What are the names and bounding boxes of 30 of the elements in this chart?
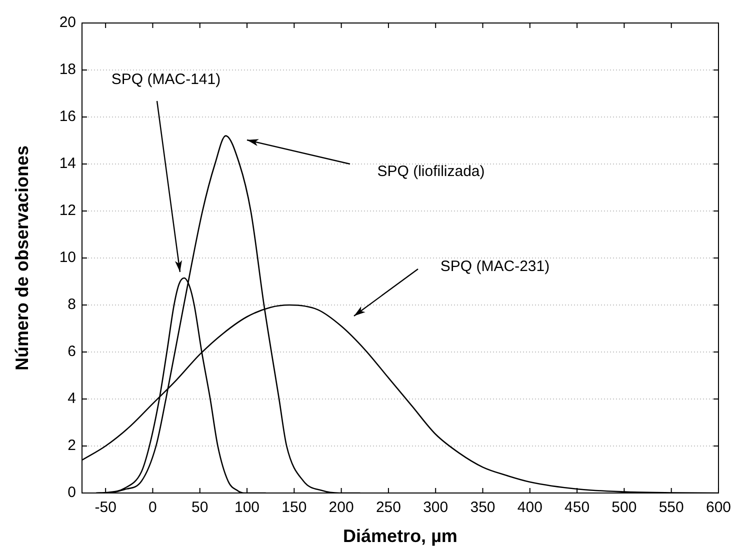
- x-tick-label: 300: [423, 499, 448, 516]
- x-tick-label: 400: [517, 499, 542, 516]
- y-axis-title: Número de observaciones: [12, 145, 32, 371]
- annotation: SPQ (liofilizada): [377, 163, 485, 180]
- y-tick-label: 4: [68, 390, 76, 408]
- y-tick-label: 8: [68, 296, 76, 314]
- y-tick-label: 14: [59, 155, 76, 172]
- y-tick-label: 2: [68, 437, 76, 454]
- x-tick-label: 50: [192, 499, 208, 516]
- y-tick-label: 20: [59, 14, 76, 32]
- x-tick-label: 600: [706, 499, 731, 516]
- y-tick-label: 12: [59, 202, 76, 220]
- y-tick-label: 18: [59, 61, 76, 78]
- x-axis-title: Diámetro, µm: [343, 526, 458, 546]
- x-tick-label: 550: [658, 499, 684, 516]
- annotation: SPQ (MAC-141): [111, 71, 221, 88]
- y-tick-label: 16: [59, 108, 76, 126]
- y-tick-label: 10: [59, 249, 76, 266]
- x-tick-label: 250: [376, 499, 401, 516]
- x-tick-label: 350: [470, 499, 496, 516]
- y-tick-label: 0: [68, 484, 76, 502]
- x-tick-label: 100: [234, 499, 260, 516]
- x-tick-label: 450: [564, 499, 590, 516]
- x-tick-label: 500: [612, 499, 637, 516]
- x-tick-label: 150: [282, 499, 307, 516]
- x-tick-label: 0: [148, 499, 157, 516]
- annotation: SPQ (MAC-231): [440, 258, 550, 276]
- x-tick-label: 200: [328, 499, 354, 516]
- x-tick-label: -50: [94, 499, 116, 516]
- y-tick-label: 6: [68, 343, 76, 360]
